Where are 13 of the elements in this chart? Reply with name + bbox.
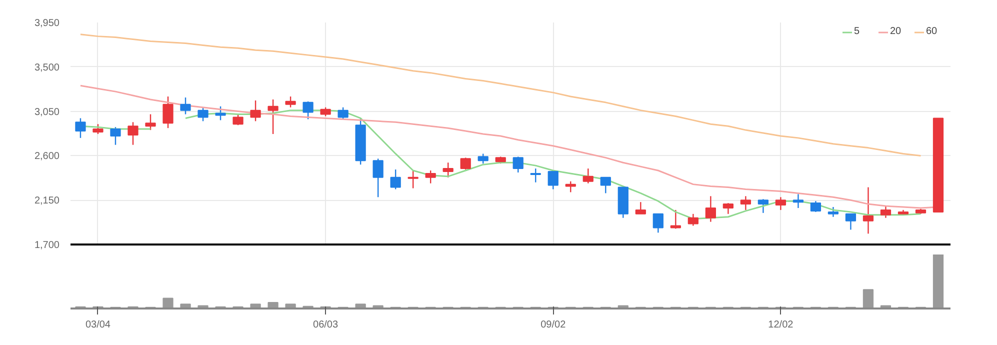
legend-label: 60 xyxy=(926,26,938,37)
y-tick-label: 1,700 xyxy=(34,240,60,251)
legend-label: 20 xyxy=(890,26,902,37)
y-tick-label: 3,050 xyxy=(34,106,60,118)
x-tick-label: 06/03 xyxy=(313,320,339,330)
x-tick-label: 09/02 xyxy=(540,320,566,330)
x-tick-label: 12/02 xyxy=(768,320,794,330)
x-tick-label: 03/04 xyxy=(85,320,111,330)
y-tick-label: 2,150 xyxy=(34,196,60,207)
legend-label: 5 xyxy=(854,26,861,37)
y-tick-label: 3,500 xyxy=(34,62,60,74)
y-tick-label: 2,600 xyxy=(34,151,60,162)
y-tick-label: 3,950 xyxy=(34,18,60,29)
